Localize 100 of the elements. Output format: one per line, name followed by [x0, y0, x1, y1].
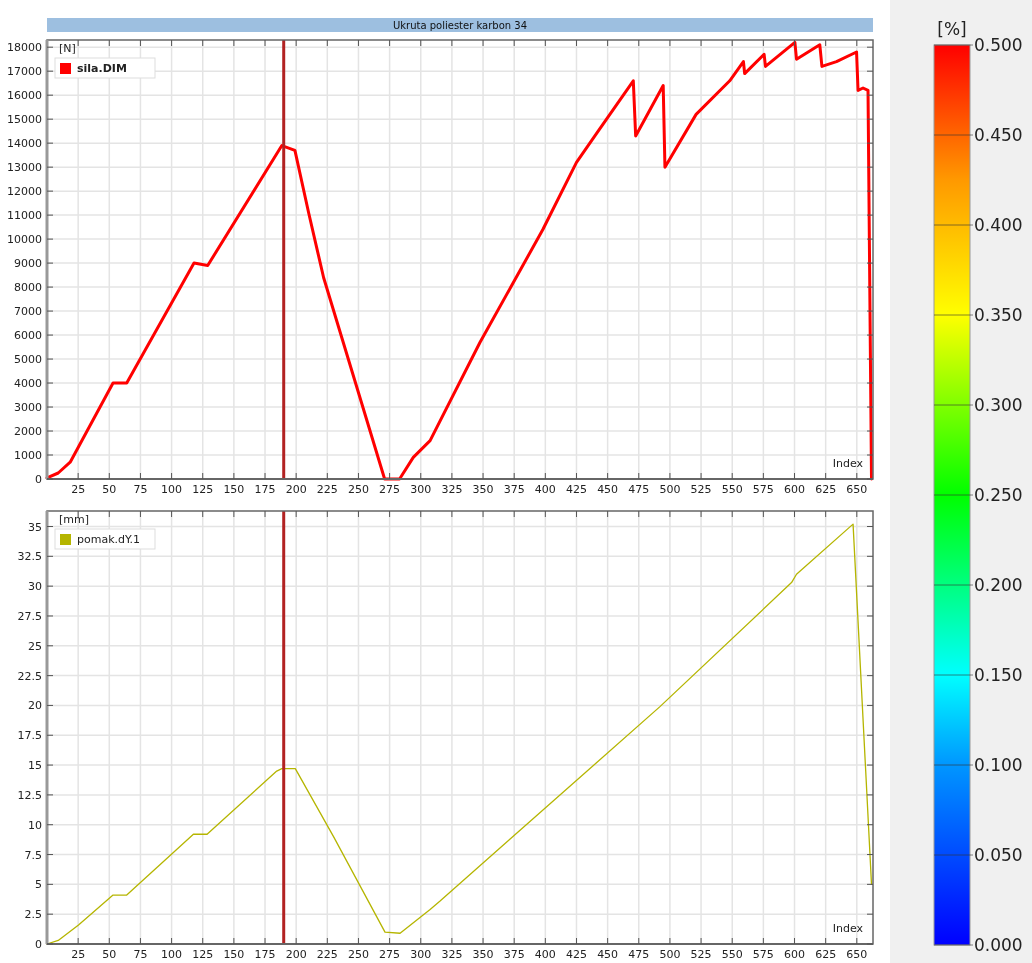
x-tick-label: 75 — [133, 483, 148, 496]
color-bar-label: 0.250 — [974, 485, 1023, 505]
x-tick-label: 525 — [690, 948, 712, 961]
y-axis-title: [N] — [59, 42, 76, 55]
x-tick-label: 600 — [784, 483, 806, 496]
x-tick-label: 25 — [71, 483, 86, 496]
x-tick-label: 350 — [472, 948, 494, 961]
y-tick-label: 12000 — [7, 185, 42, 199]
x-tick-label: 75 — [133, 948, 148, 961]
y-tick-label: 20 — [28, 699, 42, 713]
x-tick-label: 650 — [846, 483, 868, 496]
y-tick-label: 3000 — [14, 401, 42, 415]
x-tick-label: 125 — [192, 948, 214, 961]
y-tick-label: 5000 — [14, 353, 42, 367]
color-bar-label: 0.300 — [974, 395, 1023, 415]
x-tick-label: 575 — [752, 483, 774, 496]
x-tick-label: 400 — [534, 483, 556, 496]
y-axis-title: [mm] — [59, 513, 90, 526]
y-tick-label: 6000 — [14, 329, 42, 343]
x-tick-label: 125 — [192, 483, 214, 496]
x-tick-label: 100 — [161, 948, 183, 961]
y-tick-label: 11000 — [7, 209, 42, 223]
y-tick-label: 2.5 — [24, 908, 42, 922]
x-tick-label: 350 — [472, 483, 494, 496]
x-tick-label: 450 — [597, 948, 619, 961]
x-tick-label: 600 — [784, 948, 806, 961]
x-tick-label: 150 — [223, 948, 245, 961]
x-tick-label: 375 — [503, 483, 525, 496]
color-bar-label: 0.000 — [974, 935, 1023, 955]
y-tick-label: 10 — [28, 818, 42, 832]
legend-label: sila.DIM — [77, 62, 127, 75]
y-tick-label: 25 — [28, 639, 42, 653]
x-tick-label: 550 — [721, 948, 743, 961]
x-tick-label: 300 — [410, 483, 432, 496]
x-tick-label: 100 — [161, 483, 183, 496]
x-tick-label: 500 — [659, 948, 681, 961]
x-tick-label: 275 — [379, 483, 401, 496]
x-tick-label: 475 — [628, 948, 650, 961]
y-tick-label: 18000 — [7, 41, 42, 55]
color-bar-label: 0.100 — [974, 755, 1023, 775]
x-tick-label: 325 — [441, 948, 463, 961]
x-tick-label: 475 — [628, 483, 650, 496]
x-tick-label: 425 — [565, 483, 587, 496]
x-tick-label: 200 — [285, 483, 307, 496]
y-tick-label: 12.5 — [17, 788, 42, 802]
y-tick-label: 7000 — [14, 305, 42, 319]
x-tick-label: 150 — [223, 483, 245, 496]
x-tick-label: 275 — [379, 948, 401, 961]
x-tick-label: 525 — [690, 483, 712, 496]
x-tick-label: 225 — [316, 483, 338, 496]
y-tick-label: 27.5 — [17, 609, 42, 623]
x-tick-label: 425 — [565, 948, 587, 961]
x-tick-label: 375 — [503, 948, 525, 961]
x-tick-label: 225 — [316, 948, 338, 961]
y-tick-label: 32.5 — [17, 550, 42, 564]
y-tick-label: 2000 — [14, 425, 42, 439]
x-tick-label: 25 — [71, 948, 86, 961]
legend-label: pomak.dY.1 — [77, 533, 141, 546]
x-tick-label: 200 — [285, 948, 307, 961]
y-tick-label: 10000 — [7, 233, 42, 247]
y-tick-label: 22.5 — [17, 669, 42, 683]
x-tick-label: 500 — [659, 483, 681, 496]
y-tick-label: 7.5 — [24, 848, 42, 862]
color-bar-label: 0.500 — [974, 35, 1023, 55]
y-tick-label: 0 — [35, 938, 42, 951]
x-tick-label: 625 — [815, 948, 837, 961]
y-tick-label: 15 — [28, 759, 42, 773]
x-tick-label: 325 — [441, 483, 463, 496]
x-axis-title: Index — [832, 922, 864, 935]
x-axis-title: Index — [832, 457, 864, 470]
y-tick-label: 5 — [35, 878, 42, 892]
x-tick-label: 175 — [254, 483, 276, 496]
color-bar-label: 0.450 — [974, 125, 1023, 145]
y-tick-label: 8000 — [14, 281, 42, 295]
color-bar-label: 0.400 — [974, 215, 1023, 235]
y-tick-label: 17000 — [7, 65, 42, 79]
y-tick-label: 14000 — [7, 137, 42, 151]
color-bar-label: 0.350 — [974, 305, 1023, 325]
x-tick-label: 550 — [721, 483, 743, 496]
x-tick-label: 250 — [347, 483, 369, 496]
color-bar-label: 0.050 — [974, 845, 1023, 865]
x-tick-label: 450 — [597, 483, 619, 496]
x-tick-label: 575 — [752, 948, 774, 961]
chart-title: Ukruta poliester karbon 34 — [392, 20, 528, 31]
y-tick-label: 35 — [28, 520, 42, 534]
x-tick-label: 400 — [534, 948, 556, 961]
x-tick-label: 50 — [102, 483, 117, 496]
y-tick-label: 1000 — [14, 449, 42, 463]
y-tick-label: 9000 — [14, 257, 42, 271]
y-tick-label: 13000 — [7, 161, 42, 175]
y-tick-label: 15000 — [7, 113, 42, 127]
y-tick-label: 4000 — [14, 377, 42, 391]
color-bar-label: 0.200 — [974, 575, 1023, 595]
x-tick-label: 250 — [347, 948, 369, 961]
x-tick-label: 175 — [254, 948, 276, 961]
y-tick-label: 17.5 — [17, 729, 42, 743]
x-tick-label: 50 — [102, 948, 117, 961]
y-tick-label: 0 — [35, 473, 42, 486]
y-tick-label: 16000 — [7, 89, 42, 103]
color-bar-title: [%] — [937, 19, 967, 39]
